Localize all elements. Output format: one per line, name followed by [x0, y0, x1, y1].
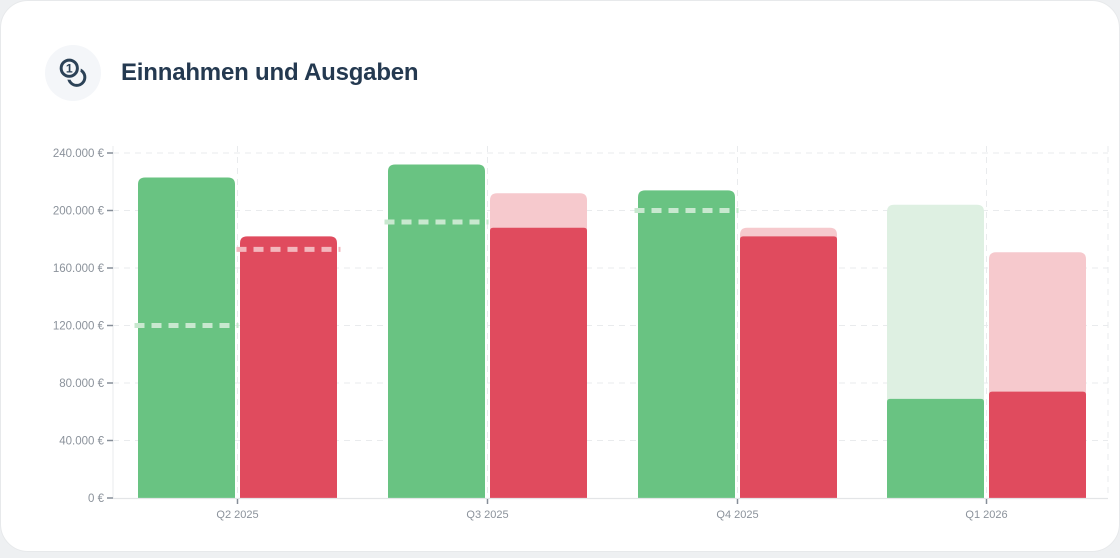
- page-title: Einnahmen und Ausgaben: [121, 59, 419, 86]
- x-axis-label: Q1 2026: [965, 509, 1007, 521]
- y-axis-label: 120.000 €: [53, 321, 105, 333]
- coins-icon: 1: [57, 57, 87, 87]
- x-axis-label: Q3 2025: [466, 509, 508, 521]
- y-axis-label: 200.000 €: [53, 206, 105, 218]
- chart-header: 1 Einnahmen und Ausgaben: [45, 45, 419, 101]
- bar-ausgaben-3[interactable]: [989, 391, 1086, 498]
- y-axis-label: 0 €: [88, 493, 105, 505]
- bar-ausgaben-1[interactable]: [490, 227, 587, 498]
- bar-ausgaben-2[interactable]: [740, 236, 837, 498]
- bar-einnahmen-3[interactable]: [887, 398, 984, 498]
- y-axis-label: 160.000 €: [53, 263, 105, 275]
- bar-einnahmen-0[interactable]: [138, 177, 235, 498]
- x-axis-label: Q4 2025: [716, 509, 758, 521]
- bar-einnahmen-1[interactable]: [388, 164, 485, 499]
- icon-badge: 1: [45, 45, 101, 101]
- svg-text:1: 1: [66, 62, 73, 76]
- y-axis-label: 40.000 €: [59, 436, 104, 448]
- bar-einnahmen-2[interactable]: [638, 190, 735, 498]
- y-axis-label: 80.000 €: [59, 378, 104, 390]
- y-axis-label: 240.000 €: [53, 148, 105, 160]
- x-axis-label: Q2 2025: [216, 509, 258, 521]
- bar-ausgaben-0[interactable]: [240, 236, 337, 498]
